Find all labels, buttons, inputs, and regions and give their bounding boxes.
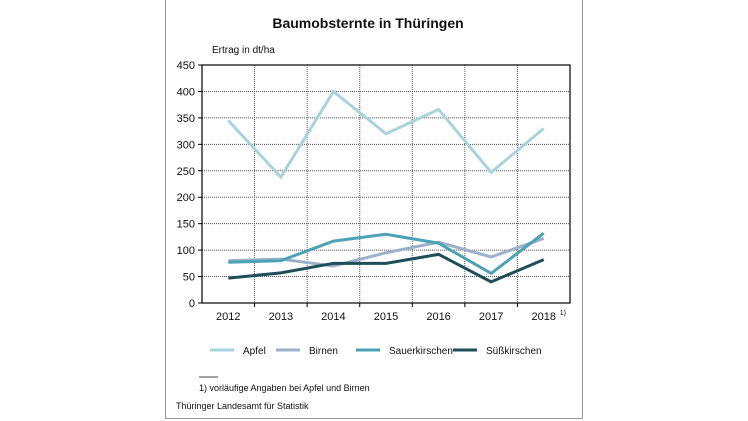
x-tick-label: 2017 (479, 311, 503, 323)
legend-label: Sauerkirschen (389, 346, 453, 357)
x-tick-label: 2013 (269, 311, 293, 323)
y-tick-label: 0 (189, 298, 195, 310)
source-note: Thüringer Landesamt für Statistik (176, 401, 309, 411)
x-tick-label: 2015 (374, 311, 398, 323)
y-tick-label: 400 (177, 86, 195, 98)
y-tick-label: 250 (177, 166, 195, 178)
x-tick-label: 2014 (321, 311, 345, 323)
y-tick-label: 350 (177, 113, 195, 125)
y-tick-label: 150 (177, 219, 195, 231)
legend-label: Apfel (243, 346, 266, 357)
x-tick-label: 2016 (426, 311, 450, 323)
footnote: 1) vorläufige Angaben bei Apfel und Birn… (199, 383, 370, 393)
y-tick-label: 300 (177, 139, 195, 151)
legend-label: Süßkirschen (486, 346, 542, 357)
y-axis-label: Ertrag in dt/ha (212, 45, 275, 56)
x-tick-label: 2012 (216, 311, 240, 323)
chart-title: Baumobsternte in Thüringen (272, 15, 463, 31)
y-tick-label: 50 (183, 272, 195, 284)
y-tick-label: 100 (177, 245, 195, 257)
legend-label: Birnen (309, 346, 338, 357)
x-tick-label: 2018 (531, 311, 555, 323)
y-tick-label: 200 (177, 192, 195, 204)
y-tick-label: 450 (177, 60, 195, 72)
series-line-apfel (227, 89, 545, 180)
plot-area (201, 64, 571, 304)
x-tick-footnote-marker: 1) (560, 310, 566, 317)
